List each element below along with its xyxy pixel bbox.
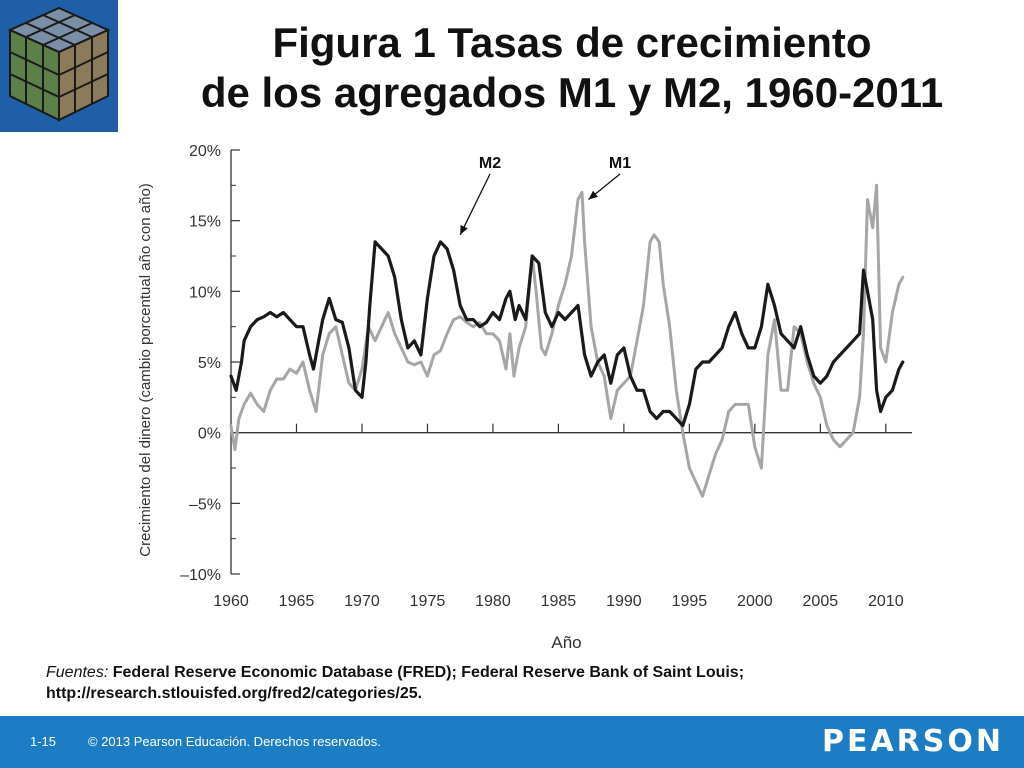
x-tick-label: 1985 bbox=[541, 593, 577, 610]
y-tick-label: –10% bbox=[180, 567, 221, 584]
line-chart: –10% –5% 0% 5% 10% 15% 20% 1960 1965 1970 1975 1980… bbox=[137, 143, 912, 652]
x-tick-label: 1970 bbox=[344, 593, 380, 610]
annotation-arrowhead-m2 bbox=[460, 224, 468, 235]
x-tick-label: 2005 bbox=[803, 593, 839, 610]
x-tick-label: 1960 bbox=[213, 593, 249, 610]
sources-text: Federal Reserve Economic Database (FRED)… bbox=[46, 664, 745, 702]
title-line-1: Figura 1 Tasas de crecimiento bbox=[272, 19, 872, 66]
series-line-m1 bbox=[229, 183, 905, 498]
y-tick-label: 0% bbox=[198, 426, 221, 443]
y-tick-label: –5% bbox=[189, 496, 221, 513]
x-tick-label: 2000 bbox=[737, 593, 773, 610]
annotation-label-m1: M1 bbox=[609, 155, 631, 172]
y-tick-label: 20% bbox=[189, 143, 221, 160]
page-title: Figura 1 Tasas de crecimiento de los agr… bbox=[120, 18, 1024, 118]
rubiks-cube-icon bbox=[0, 0, 118, 132]
x-tick-label: 1980 bbox=[475, 593, 511, 610]
series-line-m2 bbox=[229, 240, 905, 428]
footer-bar: 1-15 © 2013 Pearson Educación. Derechos … bbox=[0, 716, 1024, 768]
y-tick-label: 10% bbox=[189, 284, 221, 301]
annotation-arrowhead-m1 bbox=[588, 190, 599, 200]
title-line-2: de los agregados M1 y M2, 1960-2011 bbox=[200, 69, 944, 116]
y-tick-label: 5% bbox=[198, 355, 221, 372]
annotation-arrow-m2 bbox=[459, 173, 491, 236]
x-tick-label: 1975 bbox=[410, 593, 446, 610]
y-axis-label: Crecimiento del dinero (cambio porcentua… bbox=[137, 183, 154, 557]
x-tick-label: 1990 bbox=[606, 593, 642, 610]
annotation-label-m2: M2 bbox=[479, 155, 501, 172]
copyright-notice: © 2013 Pearson Educación. Derechos reser… bbox=[88, 734, 381, 749]
x-tick-label: 1995 bbox=[672, 593, 708, 610]
sources-note: Fuentes: Federal Reserve Economic Databa… bbox=[46, 662, 1006, 704]
x-tick-label: 2010 bbox=[868, 593, 904, 610]
rubiks-cube-graphic bbox=[0, 0, 118, 132]
y-tick-label: 15% bbox=[189, 214, 221, 231]
x-axis-label: Año bbox=[551, 633, 581, 652]
sources-label: Fuentes: bbox=[46, 664, 109, 681]
x-tick-label: 1965 bbox=[279, 593, 315, 610]
pearson-logo: PEARSON bbox=[821, 724, 1004, 759]
slide-number: 1-15 bbox=[30, 734, 57, 749]
